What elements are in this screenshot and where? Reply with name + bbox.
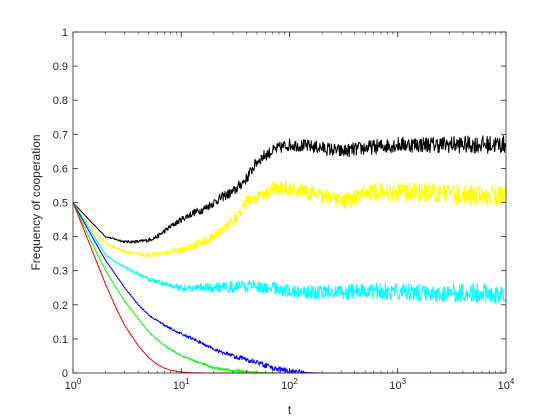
x-tick-label: 103: [389, 377, 406, 392]
x-tick-label: 102: [281, 377, 298, 392]
y-tick-label: 0.3: [53, 266, 68, 278]
series-line: [72, 135, 507, 244]
y-tick-label: 0: [62, 368, 68, 380]
x-tick-label: 101: [173, 377, 190, 392]
x-axis: 100 101 102 103 104: [65, 32, 515, 392]
y-tick-label: 0.8: [53, 95, 68, 107]
y-tick-label: 0.4: [53, 232, 68, 244]
series-line: [72, 202, 507, 304]
y-tick-label: 0.2: [53, 300, 68, 312]
x-tick-label: 104: [498, 377, 515, 392]
plot-background: [73, 32, 506, 373]
y-tick-label: 1: [62, 27, 68, 39]
x-axis-label: t: [288, 403, 292, 417]
y-tick-label: 0.5: [53, 198, 68, 210]
x-tick-label: 100: [65, 377, 82, 392]
y-tick-label: 0.7: [53, 129, 68, 141]
y-axis: 0 0.1 0.2 0.3 0.4 0.5 0.6 0.7 0.8 0.9 1: [53, 27, 506, 380]
series-line: [72, 181, 507, 258]
y-axis-label: Frequency of cooperation: [29, 134, 43, 270]
y-tick-label: 0.6: [53, 163, 68, 175]
y-tick-label: 0.1: [53, 334, 68, 346]
y-tick-label: 0.9: [53, 61, 68, 73]
